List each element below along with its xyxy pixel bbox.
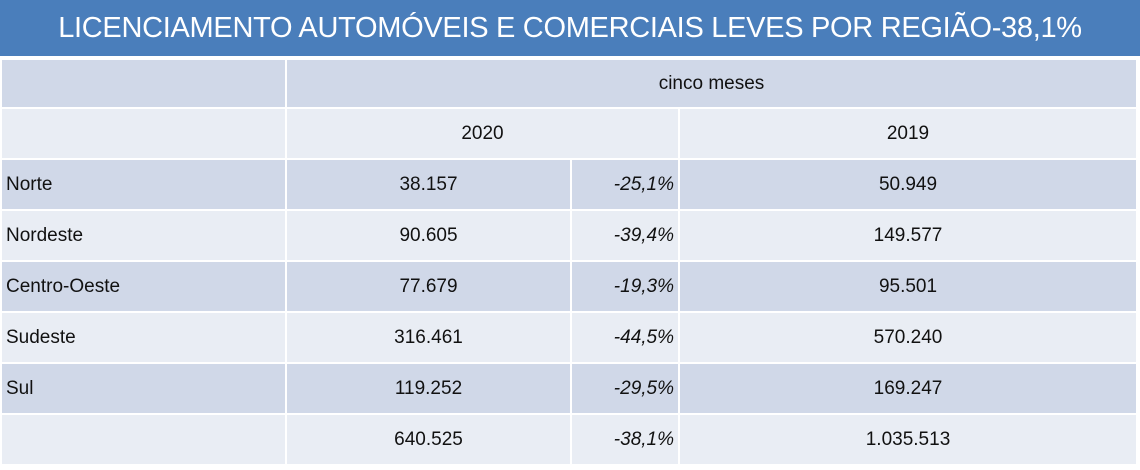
- table-body: cinco meses 2020 2019 Norte 38.157 -25,1% 5…: [0, 58, 1139, 466]
- period-header: cinco meses: [284, 58, 1139, 109]
- data-row: 640.525 -38,1% 1.035.513: [0, 413, 1139, 466]
- header-row: 2020 2019: [0, 107, 1139, 160]
- change-cell: -44,5%: [570, 311, 680, 364]
- value-cell: 95.501: [677, 260, 1139, 313]
- value-cell: 90.605: [285, 209, 572, 262]
- change-cell: -39,4%: [570, 209, 680, 262]
- value-cell: 77.679: [285, 260, 572, 313]
- value-cell: 38.157: [285, 158, 572, 211]
- value-cell: 119.252: [285, 362, 572, 415]
- region-cell: Norte: [0, 158, 287, 211]
- data-row: Sudeste 316.461 -44,5% 570.240: [0, 311, 1139, 364]
- header-cell: [0, 107, 287, 160]
- value-cell: 1.035.513: [677, 413, 1139, 466]
- value-cell: 316.461: [285, 311, 572, 364]
- data-row: Sul 119.252 -29,5% 169.247: [0, 362, 1139, 415]
- change-cell: -19,3%: [570, 260, 680, 313]
- change-cell: -29,5%: [570, 362, 680, 415]
- region-cell: Sudeste: [0, 311, 287, 364]
- region-cell: Nordeste: [0, 209, 287, 262]
- value-cell: 50.949: [677, 158, 1139, 211]
- year-header: 2019: [677, 107, 1139, 160]
- change-cell: -38,1%: [570, 413, 680, 466]
- header-cell: [0, 58, 287, 109]
- value-cell: 640.525: [285, 413, 572, 466]
- title-bar: LICENCIAMENTO AUTOMÓVEIS E COMERCIAIS LE…: [0, 0, 1140, 58]
- value-cell: 570.240: [677, 311, 1139, 364]
- region-cell: Sul: [0, 362, 287, 415]
- data-row: Centro-Oeste 77.679 -19,3% 95.501: [0, 260, 1139, 313]
- change-cell: -25,1%: [570, 158, 680, 211]
- year-header: 2020: [285, 107, 680, 160]
- data-table: cinco meses 2020 2019 Norte 38.157 -25,1% 5…: [0, 58, 1139, 466]
- value-cell: 149.577: [677, 209, 1139, 262]
- data-row: Norte 38.157 -25,1% 50.949: [0, 158, 1139, 211]
- region-cell: [0, 413, 287, 466]
- data-row: Nordeste 90.605 -39,4% 149.577: [0, 209, 1139, 262]
- region-cell: Centro-Oeste: [0, 260, 287, 313]
- header-row: cinco meses: [0, 58, 1139, 109]
- value-cell: 169.247: [677, 362, 1139, 415]
